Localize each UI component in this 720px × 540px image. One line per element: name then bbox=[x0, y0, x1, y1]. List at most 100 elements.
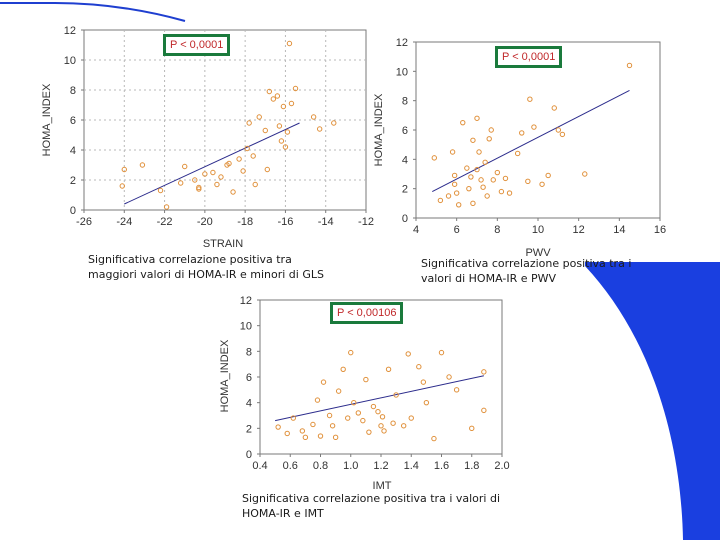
data-point bbox=[202, 171, 208, 177]
y-tick-label: 8 bbox=[246, 346, 252, 358]
data-point bbox=[119, 183, 125, 189]
p-value-box-pwv: P < 0,0001 bbox=[495, 46, 563, 68]
data-point bbox=[244, 145, 250, 152]
data-point bbox=[481, 407, 487, 414]
x-tick-label: 1.4 bbox=[404, 460, 419, 472]
data-point bbox=[278, 138, 285, 144]
data-point bbox=[332, 434, 339, 441]
data-point bbox=[284, 129, 291, 135]
data-point bbox=[360, 417, 366, 424]
data-point bbox=[299, 428, 306, 434]
data-point bbox=[270, 96, 277, 102]
data-point bbox=[329, 423, 336, 429]
data-point bbox=[375, 408, 381, 415]
data-point bbox=[466, 185, 472, 192]
trend-line bbox=[124, 122, 300, 205]
data-point bbox=[282, 144, 289, 150]
data-point bbox=[218, 174, 224, 180]
data-point bbox=[226, 160, 232, 167]
data-point bbox=[250, 153, 256, 159]
data-point bbox=[177, 180, 184, 186]
data-point bbox=[468, 174, 474, 180]
x-tick-label: 1.0 bbox=[343, 460, 358, 472]
data-point bbox=[288, 100, 295, 107]
data-point bbox=[290, 415, 296, 421]
x-tick-label: 10 bbox=[532, 224, 544, 236]
data-point bbox=[310, 421, 316, 428]
data-point bbox=[474, 166, 480, 173]
caption-line: Significativa correlazione positiva tra … bbox=[421, 257, 632, 270]
data-point bbox=[236, 156, 242, 162]
data-point bbox=[525, 178, 531, 185]
trend-line bbox=[275, 375, 484, 422]
data-point bbox=[121, 166, 127, 173]
data-point bbox=[470, 200, 476, 207]
data-point bbox=[449, 149, 456, 155]
data-point bbox=[531, 124, 537, 130]
x-tick-label: 4 bbox=[413, 224, 419, 236]
data-point bbox=[240, 168, 246, 174]
data-point bbox=[420, 379, 427, 385]
p-value-box-imt: P < 0,00106 bbox=[330, 302, 404, 324]
x-axis-title: STRAIN bbox=[203, 238, 243, 250]
data-point bbox=[482, 159, 488, 165]
data-point bbox=[274, 93, 281, 99]
data-point bbox=[192, 177, 198, 183]
y-tick-label: 4 bbox=[70, 145, 76, 157]
x-tick-label: 1.2 bbox=[373, 460, 388, 472]
data-point bbox=[478, 177, 484, 183]
y-tick-label: 12 bbox=[396, 37, 408, 49]
y-tick-label: 0 bbox=[246, 449, 252, 461]
data-point bbox=[464, 165, 470, 171]
data-point bbox=[445, 193, 452, 199]
x-tick-label: 0.4 bbox=[252, 460, 267, 472]
data-point bbox=[506, 190, 513, 196]
data-point bbox=[453, 387, 460, 393]
y-tick-label: 12 bbox=[240, 295, 252, 307]
data-point bbox=[310, 114, 317, 120]
data-point bbox=[502, 175, 509, 182]
x-tick-label: 14 bbox=[613, 224, 625, 236]
data-point bbox=[451, 172, 458, 179]
data-point bbox=[555, 127, 562, 133]
data-point bbox=[416, 364, 422, 370]
data-point bbox=[320, 379, 327, 385]
y-tick-label: 10 bbox=[396, 66, 408, 78]
caption-line: HOMA-IR e IMT bbox=[242, 507, 324, 520]
data-point bbox=[393, 392, 399, 398]
data-point bbox=[363, 376, 369, 383]
corner-decoration bbox=[585, 262, 720, 540]
data-point bbox=[314, 397, 321, 403]
data-point bbox=[476, 149, 482, 155]
data-point bbox=[256, 114, 262, 120]
data-point bbox=[451, 181, 458, 187]
data-point bbox=[266, 88, 273, 95]
data-point bbox=[498, 188, 505, 195]
data-point bbox=[331, 120, 337, 126]
y-tick-label: 10 bbox=[64, 55, 76, 67]
data-point bbox=[348, 349, 354, 356]
data-point bbox=[214, 181, 220, 188]
y-tick-label: 2 bbox=[246, 423, 252, 435]
data-point bbox=[559, 131, 566, 138]
y-tick-label: 0 bbox=[70, 205, 76, 217]
data-point bbox=[196, 186, 202, 192]
data-point bbox=[335, 388, 342, 394]
data-point bbox=[474, 115, 480, 121]
data-point bbox=[317, 433, 324, 439]
data-point bbox=[379, 414, 386, 420]
data-point bbox=[390, 420, 396, 426]
data-point bbox=[453, 190, 460, 196]
data-point bbox=[182, 163, 188, 170]
x-tick-label: -16 bbox=[277, 216, 293, 228]
data-point bbox=[264, 166, 271, 173]
data-point bbox=[490, 177, 496, 183]
x-tick-label: -18 bbox=[237, 216, 253, 228]
data-point bbox=[626, 62, 633, 69]
x-tick-label: 16 bbox=[654, 224, 666, 236]
y-axis-title: HOMA_INDEX bbox=[41, 83, 53, 156]
y-tick-label: 2 bbox=[402, 184, 408, 196]
data-point bbox=[385, 366, 392, 373]
pwv-scatter-chart: 4 6 8 10 12 14 16 0 2 4 6 8 10 12 PWV HOMA_INDEX bbox=[373, 37, 666, 259]
accent-stroke bbox=[0, 2, 186, 22]
